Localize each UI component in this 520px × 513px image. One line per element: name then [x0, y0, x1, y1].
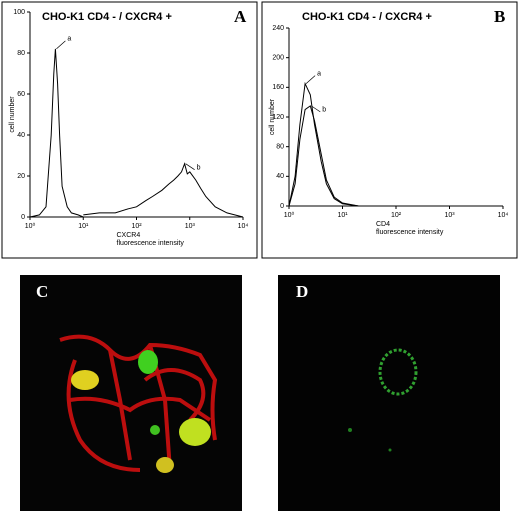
y-tick-label: 120 — [272, 114, 284, 121]
y-tick-label: 160 — [272, 84, 284, 91]
x-tick-label: 10³ — [185, 223, 196, 230]
x-axis-label: CD4 — [376, 221, 390, 228]
x-axis-label: fluorescence intensity — [376, 229, 444, 236]
y-tick-label: 80 — [276, 144, 284, 151]
micrograph — [278, 275, 500, 511]
y-tick-label: 20 — [17, 173, 25, 180]
x-tick-label: 10⁰ — [25, 222, 36, 230]
x-tick-label: 10³ — [444, 212, 455, 219]
y-axis-label: cell number — [269, 98, 276, 135]
series-line — [29, 48, 84, 218]
series-line — [83, 162, 244, 218]
y-tick-label: 200 — [272, 55, 284, 62]
x-tick-label: 10² — [391, 212, 402, 219]
y-tick-label: 40 — [17, 132, 25, 139]
x-axis-label: fluorescence intensity — [117, 240, 185, 247]
y-tick-label: 100 — [13, 9, 25, 16]
micrograph — [20, 275, 242, 511]
x-tick-label: 10¹ — [337, 212, 348, 219]
annotation-pointer — [56, 40, 66, 50]
x-tick-label: 10¹ — [78, 223, 89, 230]
x-tick-label: 10⁴ — [238, 223, 249, 230]
y-tick-label: 240 — [272, 25, 284, 32]
series-line — [288, 81, 359, 207]
series-line — [288, 105, 359, 207]
x-tick-label: 10² — [131, 223, 142, 230]
panel-letter: B — [494, 7, 505, 26]
chart-title: CHO-K1 CD4 - / CXCR4 + — [42, 11, 172, 23]
y-axis-label: cell number — [9, 96, 16, 133]
panel-letter: A — [234, 7, 247, 26]
annotation-pointer — [185, 163, 195, 170]
annotation-pointer — [305, 75, 316, 84]
panel-letter: C — [36, 282, 48, 301]
x-axis-label: CXCR4 — [117, 232, 141, 239]
panel-frame — [1, 1, 258, 259]
x-tick-label: 10⁰ — [284, 211, 295, 219]
y-tick-label: 80 — [17, 50, 25, 57]
chart-title: CHO-K1 CD4 - / CXCR4 + — [302, 11, 432, 23]
x-tick-label: 10⁴ — [498, 212, 509, 219]
y-tick-label: 40 — [276, 173, 284, 180]
annotation-label: b — [322, 107, 326, 114]
y-tick-label: 0 — [280, 203, 284, 210]
annotation-pointer — [311, 105, 321, 113]
annotation-label: a — [317, 70, 321, 77]
y-tick-label: 60 — [17, 91, 25, 98]
annotation-label: a — [67, 36, 71, 43]
panel-letter: D — [296, 282, 308, 301]
y-tick-label: 0 — [21, 214, 25, 221]
panel-frame — [261, 1, 518, 259]
annotation-label: b — [197, 165, 201, 172]
